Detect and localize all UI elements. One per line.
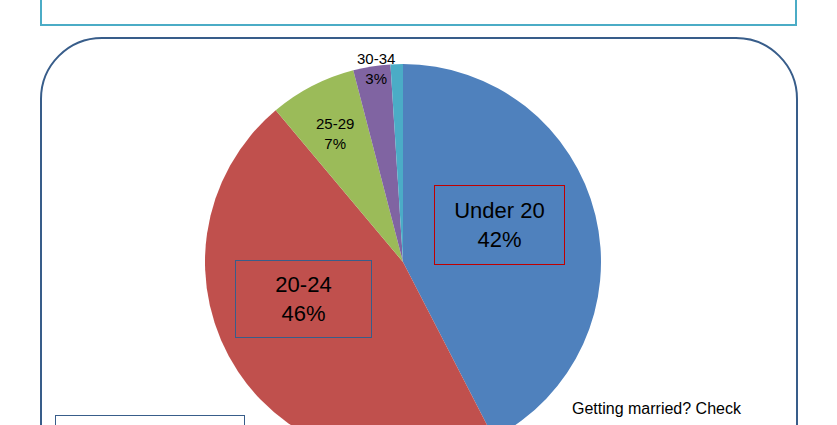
svg-text:30-343%: 30-343% xyxy=(357,50,395,87)
svg-text:25-297%: 25-297% xyxy=(316,115,354,152)
svg-text:Under 2042%: Under 2042% xyxy=(454,198,545,252)
svg-text:Getting married? Check: Getting married? Check xyxy=(572,400,742,417)
svg-text:20-2446%: 20-2446% xyxy=(275,272,331,326)
